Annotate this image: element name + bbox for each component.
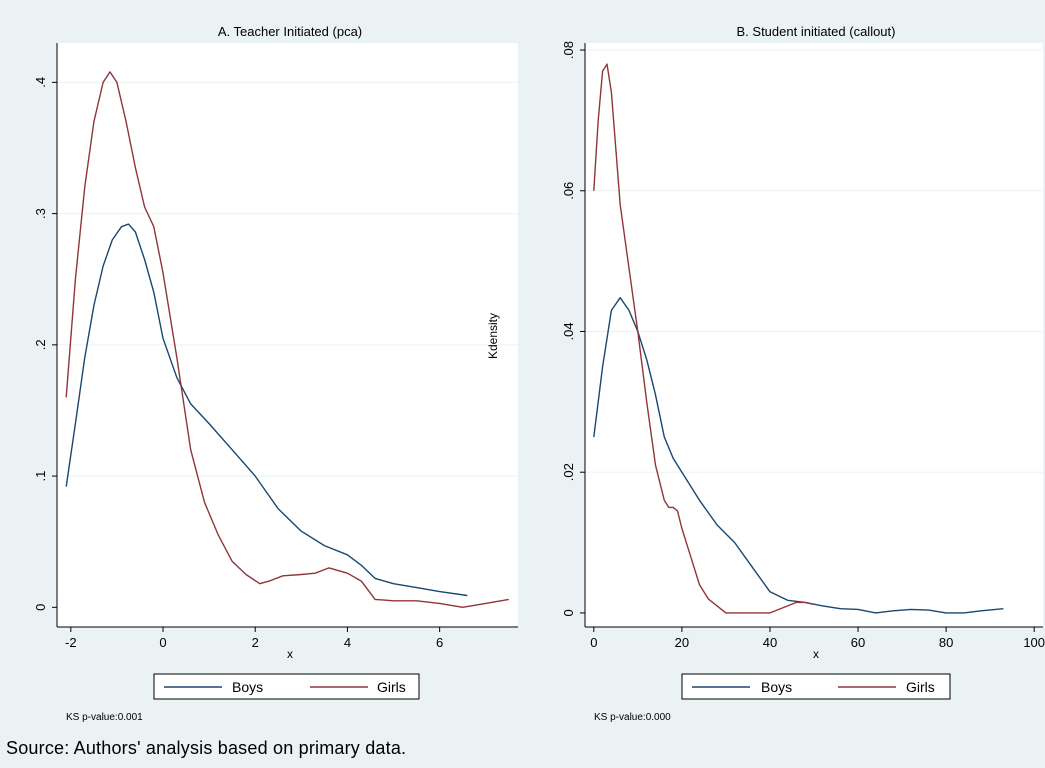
panel-b-ks-note: KS p-value:0.000 xyxy=(594,712,671,723)
panel-b-y-tick-label: .06 xyxy=(561,182,576,200)
panel-b-axes: 0 .02 .04 .06 .08 0 20 40 60 80 100 xyxy=(561,41,1045,650)
panel-b-y-tick-label: .04 xyxy=(561,322,576,340)
panel-a-x-tick-label: 0 xyxy=(159,635,166,650)
panel-a-y-tick-label: .3 xyxy=(33,208,48,219)
panel-b: B. Student initiated (callout) 0 .02 .04 .0… xyxy=(561,24,1045,723)
panel-a-x-tick-label: -2 xyxy=(65,635,77,650)
panel-b-x-tick-label: 100 xyxy=(1023,635,1045,650)
panel-a-legend: Boys Girls xyxy=(153,673,420,700)
panel-b-y-tick-label: 0 xyxy=(561,609,576,616)
panel-b-x-tick-label: 20 xyxy=(675,635,689,650)
panel-a-x-tick-label: 4 xyxy=(344,635,351,650)
panel-b-x-tick-label: 0 xyxy=(590,635,597,650)
panel-a-series-girls xyxy=(65,71,509,608)
source-note: Source: Authors' analysis based on prima… xyxy=(6,738,407,758)
panel-a-xlabel: x xyxy=(287,647,293,661)
panel-b-series-girls xyxy=(593,63,815,614)
panel-a: A. Teacher Initiated (pca) 0 .1 .2 .3 .4 -2 0 2… xyxy=(33,24,518,723)
panel-b-y-tick-label: .02 xyxy=(561,463,576,481)
panel-b-grid xyxy=(585,49,1043,473)
panel-b-plot-area xyxy=(585,43,1043,627)
panel-a-y-tick-label: .1 xyxy=(33,471,48,482)
panel-b-series xyxy=(593,63,1004,614)
panel-a-series-boys xyxy=(65,223,468,597)
panel-b-title: B. Student initiated (callout) xyxy=(737,24,896,39)
panel-a-axes: 0 .1 .2 .3 .4 -2 0 2 4 6 xyxy=(33,43,518,650)
shared-ylabel: Kdensity xyxy=(486,313,500,359)
panel-b-xlabel: x xyxy=(813,647,819,661)
panel-a-y-tick-label: 0 xyxy=(33,604,48,611)
panel-b-legend: Boys Girls xyxy=(681,673,951,700)
panel-b-x-tick-label: 60 xyxy=(851,635,865,650)
panel-a-series xyxy=(65,71,509,608)
panel-a-x-tick-label: 6 xyxy=(436,635,443,650)
panel-a-legend-boys-label: Boys xyxy=(232,679,263,695)
panel-a-x-tick-label: 2 xyxy=(252,635,259,650)
panel-b-legend-boys-label: Boys xyxy=(761,679,792,695)
panel-b-series-boys xyxy=(593,297,1004,614)
panel-b-y-tick-label: .08 xyxy=(561,41,576,59)
panel-b-x-tick-label: 80 xyxy=(939,635,953,650)
panel-b-legend-girls-label: Girls xyxy=(906,679,935,695)
panel-a-y-tick-label: .4 xyxy=(33,77,48,88)
panel-a-plot-area xyxy=(57,43,518,627)
panel-b-x-tick-label: 40 xyxy=(763,635,777,650)
panel-a-y-tick-label: .2 xyxy=(33,339,48,350)
panel-a-grid xyxy=(57,81,518,477)
panel-a-ks-note: KS p-value:0.001 xyxy=(66,712,143,723)
panel-a-title: A. Teacher Initiated (pca) xyxy=(218,24,362,39)
panel-a-legend-girls-label: Girls xyxy=(377,679,406,695)
